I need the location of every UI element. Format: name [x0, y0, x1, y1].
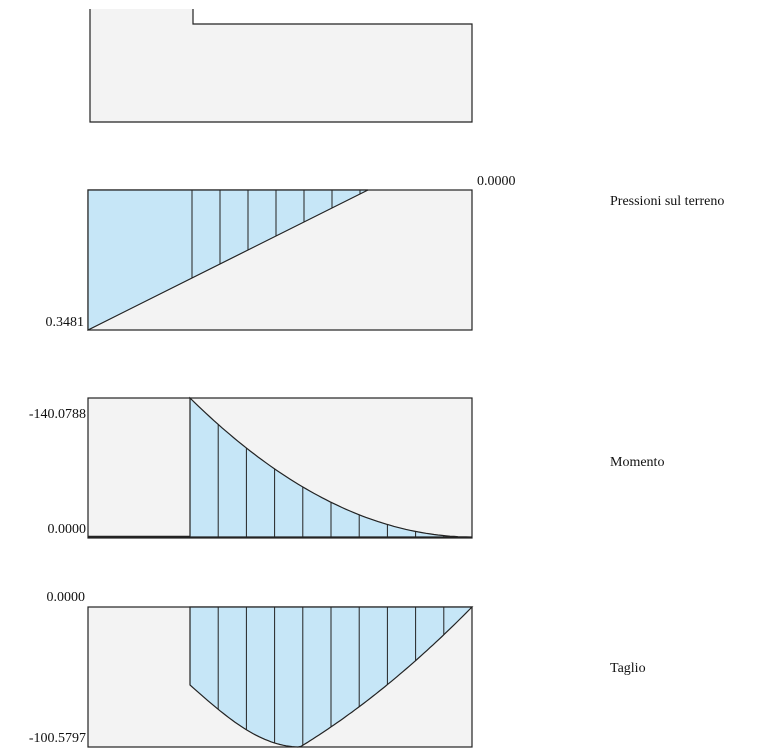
- pressure-hatch-lines: [191, 190, 361, 278]
- shear-title: Taglio: [610, 661, 646, 676]
- shear-diagram: 0.0000 -100.5797 Taglio: [29, 590, 646, 748]
- pressure-bottom-value: 0.3481: [46, 315, 85, 330]
- shear-hatch-lines: [217, 607, 445, 746]
- pressure-top-value: 0.0000: [477, 174, 516, 189]
- moment-fill: [189, 396, 472, 538]
- moment-top-value: -140.0788: [29, 407, 86, 422]
- foundation-section: [89, 0, 473, 123]
- pressure-diagram: 0.0000 0.3481 Pressioni sul terreno: [46, 174, 724, 331]
- moment-title: Momento: [610, 455, 664, 470]
- moment-hatch-lines: [217, 424, 445, 537]
- moment-bottom-value: 0.0000: [48, 522, 87, 537]
- moment-diagram: -140.0788 0.0000 Momento: [29, 396, 664, 539]
- shear-bottom-value: -100.5797: [29, 731, 86, 746]
- pressure-fill: [87, 189, 369, 331]
- pressure-title: Pressioni sul terreno: [610, 194, 724, 209]
- foundation-outline: [89, 8, 473, 123]
- shear-top-value: 0.0000: [47, 590, 86, 605]
